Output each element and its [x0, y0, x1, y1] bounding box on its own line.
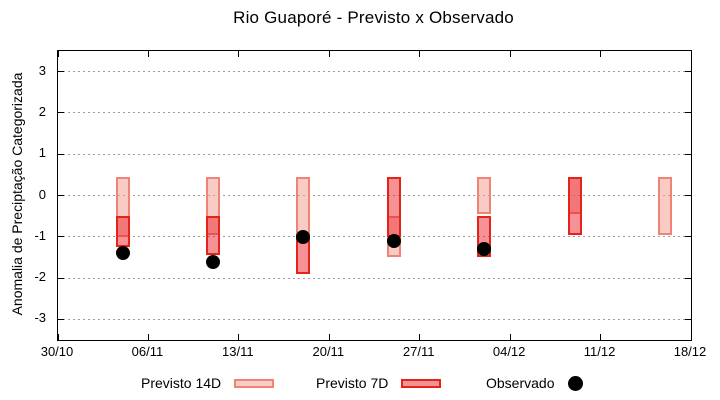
y-tick-right: [685, 153, 691, 155]
x-tick-top: [509, 51, 511, 57]
legend-dot-observado-icon: [568, 375, 584, 391]
legend-swatch-previsto-7d-icon: [401, 378, 442, 388]
gridline-y-3: [58, 318, 691, 320]
gridline-y-2: [58, 277, 691, 279]
y-tick-left: [58, 277, 64, 279]
y-tick-right: [685, 71, 691, 73]
y-tick-right: [685, 112, 691, 114]
previsto-14d-bar: [206, 176, 221, 235]
previsto-14d-bar: [296, 176, 311, 237]
y-tick-label: -2: [34, 269, 46, 285]
x-tick-bottom: [328, 334, 330, 340]
observado-dot: [206, 254, 221, 269]
legend-item-previsto-14d: Previsto 14D: [141, 374, 275, 392]
y-tick-label: 2: [38, 103, 46, 119]
y-tick-label: 3: [38, 62, 46, 78]
observado-dot: [296, 229, 311, 244]
legend-label-observado: Observado: [486, 375, 555, 391]
previsto-14d-bar: [115, 176, 130, 237]
x-tick-bottom: [600, 334, 602, 340]
observado-dot: [386, 233, 401, 248]
observado-dot: [477, 242, 492, 257]
previsto-7d-bar: [206, 216, 221, 256]
chart-title: Rio Guaporé - Previsto x Observado: [233, 8, 514, 27]
y-tick-left: [58, 112, 64, 114]
x-tick-top: [419, 51, 421, 57]
y-tick-left: [58, 71, 64, 73]
observado-dot: [115, 246, 130, 261]
y-tick-label: -1: [34, 227, 46, 243]
previsto-14d-bar: [477, 176, 492, 215]
x-tick-label: 13/11: [222, 344, 254, 359]
legend-swatch-previsto-14d-icon: [234, 378, 275, 388]
previsto-7d-bar: [115, 216, 130, 248]
gridline-y2: [58, 112, 691, 114]
previsto-7d-bar: [386, 176, 401, 237]
legend-item-previsto-7d: Previsto 7D: [316, 374, 442, 392]
legend-label-previsto-14d: Previsto 14D: [141, 375, 222, 391]
gridline-y3: [58, 71, 691, 73]
y-tick-label: 1: [38, 145, 46, 161]
x-tick-top: [238, 51, 240, 57]
x-tick-top: [328, 51, 330, 57]
y-tick-left: [58, 318, 64, 320]
plot-area: [57, 50, 692, 341]
y-tick-right: [685, 277, 691, 279]
x-tick-label: 27/11: [402, 344, 435, 359]
legend-label-previsto-7d: Previsto 7D: [316, 375, 389, 391]
y-tick-label: 0: [38, 186, 46, 202]
x-tick-label: 18/12: [673, 344, 707, 359]
x-tick-top: [600, 51, 602, 57]
x-tick-label: 20/11: [312, 344, 345, 359]
gridline-y1: [58, 153, 691, 155]
y-tick-left: [58, 153, 64, 155]
x-tick-top: [147, 51, 149, 57]
gridline-y0: [58, 195, 691, 196]
gridline-y-1: [58, 236, 691, 238]
previsto-14d-bar: [658, 176, 673, 235]
x-tick-bottom: [147, 334, 149, 340]
y-tick-left: [58, 195, 64, 196]
x-tick-top: [57, 51, 59, 57]
y-tick-right: [685, 236, 691, 238]
x-tick-bottom: [509, 334, 511, 340]
x-tick-label: 30/10: [40, 344, 74, 359]
x-tick-bottom: [238, 334, 240, 340]
previsto-7d-bar: [567, 176, 582, 235]
x-tick-bottom: [419, 334, 421, 340]
x-tick-bottom: [690, 334, 692, 340]
x-tick-label: 06/11: [131, 344, 164, 359]
y-tick-right: [685, 195, 691, 196]
x-tick-label: 11/12: [583, 344, 616, 359]
y-tick-right: [685, 318, 691, 320]
y-tick-left: [58, 236, 64, 238]
x-tick-bottom: [57, 334, 59, 340]
y-tick-label: -3: [34, 310, 46, 326]
legend-item-observado: Observado: [486, 374, 584, 392]
x-tick-label: 04/12: [492, 344, 526, 359]
x-tick-top: [690, 51, 692, 57]
